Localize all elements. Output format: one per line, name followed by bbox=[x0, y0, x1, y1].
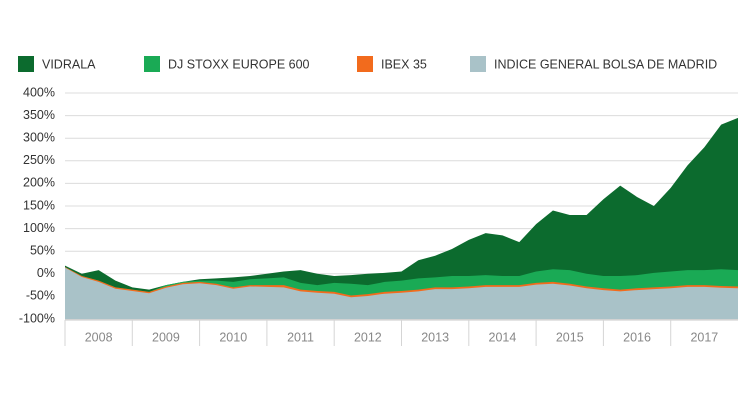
y-tick-label: 200% bbox=[23, 176, 55, 190]
y-tick-label: -100% bbox=[19, 311, 55, 325]
x-tick-label: 2010 bbox=[219, 330, 247, 344]
y-tick-label: 100% bbox=[23, 221, 55, 235]
x-tick-label: 2014 bbox=[489, 330, 517, 344]
y-tick-label: 150% bbox=[23, 198, 55, 212]
x-tick-label: 2013 bbox=[421, 330, 449, 344]
x-tick-label: 2016 bbox=[623, 330, 651, 344]
x-tick-label: 2008 bbox=[85, 330, 113, 344]
y-tick-label: 250% bbox=[23, 153, 55, 167]
legend-swatch bbox=[18, 56, 34, 72]
legend-swatch bbox=[470, 56, 486, 72]
x-tick-label: 2011 bbox=[287, 330, 314, 344]
y-tick-label: 400% bbox=[23, 85, 55, 99]
legend-label: VIDRALA bbox=[42, 57, 96, 71]
x-tick-label: 2009 bbox=[152, 330, 180, 344]
y-tick-label: 50% bbox=[30, 243, 55, 257]
legend-label: DJ STOXX EUROPE 600 bbox=[168, 57, 310, 71]
legend-label: INDICE GENERAL BOLSA DE MADRID bbox=[494, 57, 717, 71]
x-tick-label: 2015 bbox=[556, 330, 584, 344]
legend-label: IBEX 35 bbox=[381, 57, 427, 71]
x-tick-label: 2012 bbox=[354, 330, 382, 344]
x-tick-label: 2017 bbox=[690, 330, 718, 344]
y-tick-label: 350% bbox=[23, 108, 55, 122]
area bbox=[65, 117, 738, 319]
y-tick-label: 0% bbox=[37, 266, 55, 280]
area bbox=[65, 267, 738, 319]
y-tick-label: -50% bbox=[26, 289, 55, 303]
legend-swatch bbox=[357, 56, 373, 72]
legend-swatch bbox=[144, 56, 160, 72]
y-tick-label: 300% bbox=[23, 130, 55, 144]
